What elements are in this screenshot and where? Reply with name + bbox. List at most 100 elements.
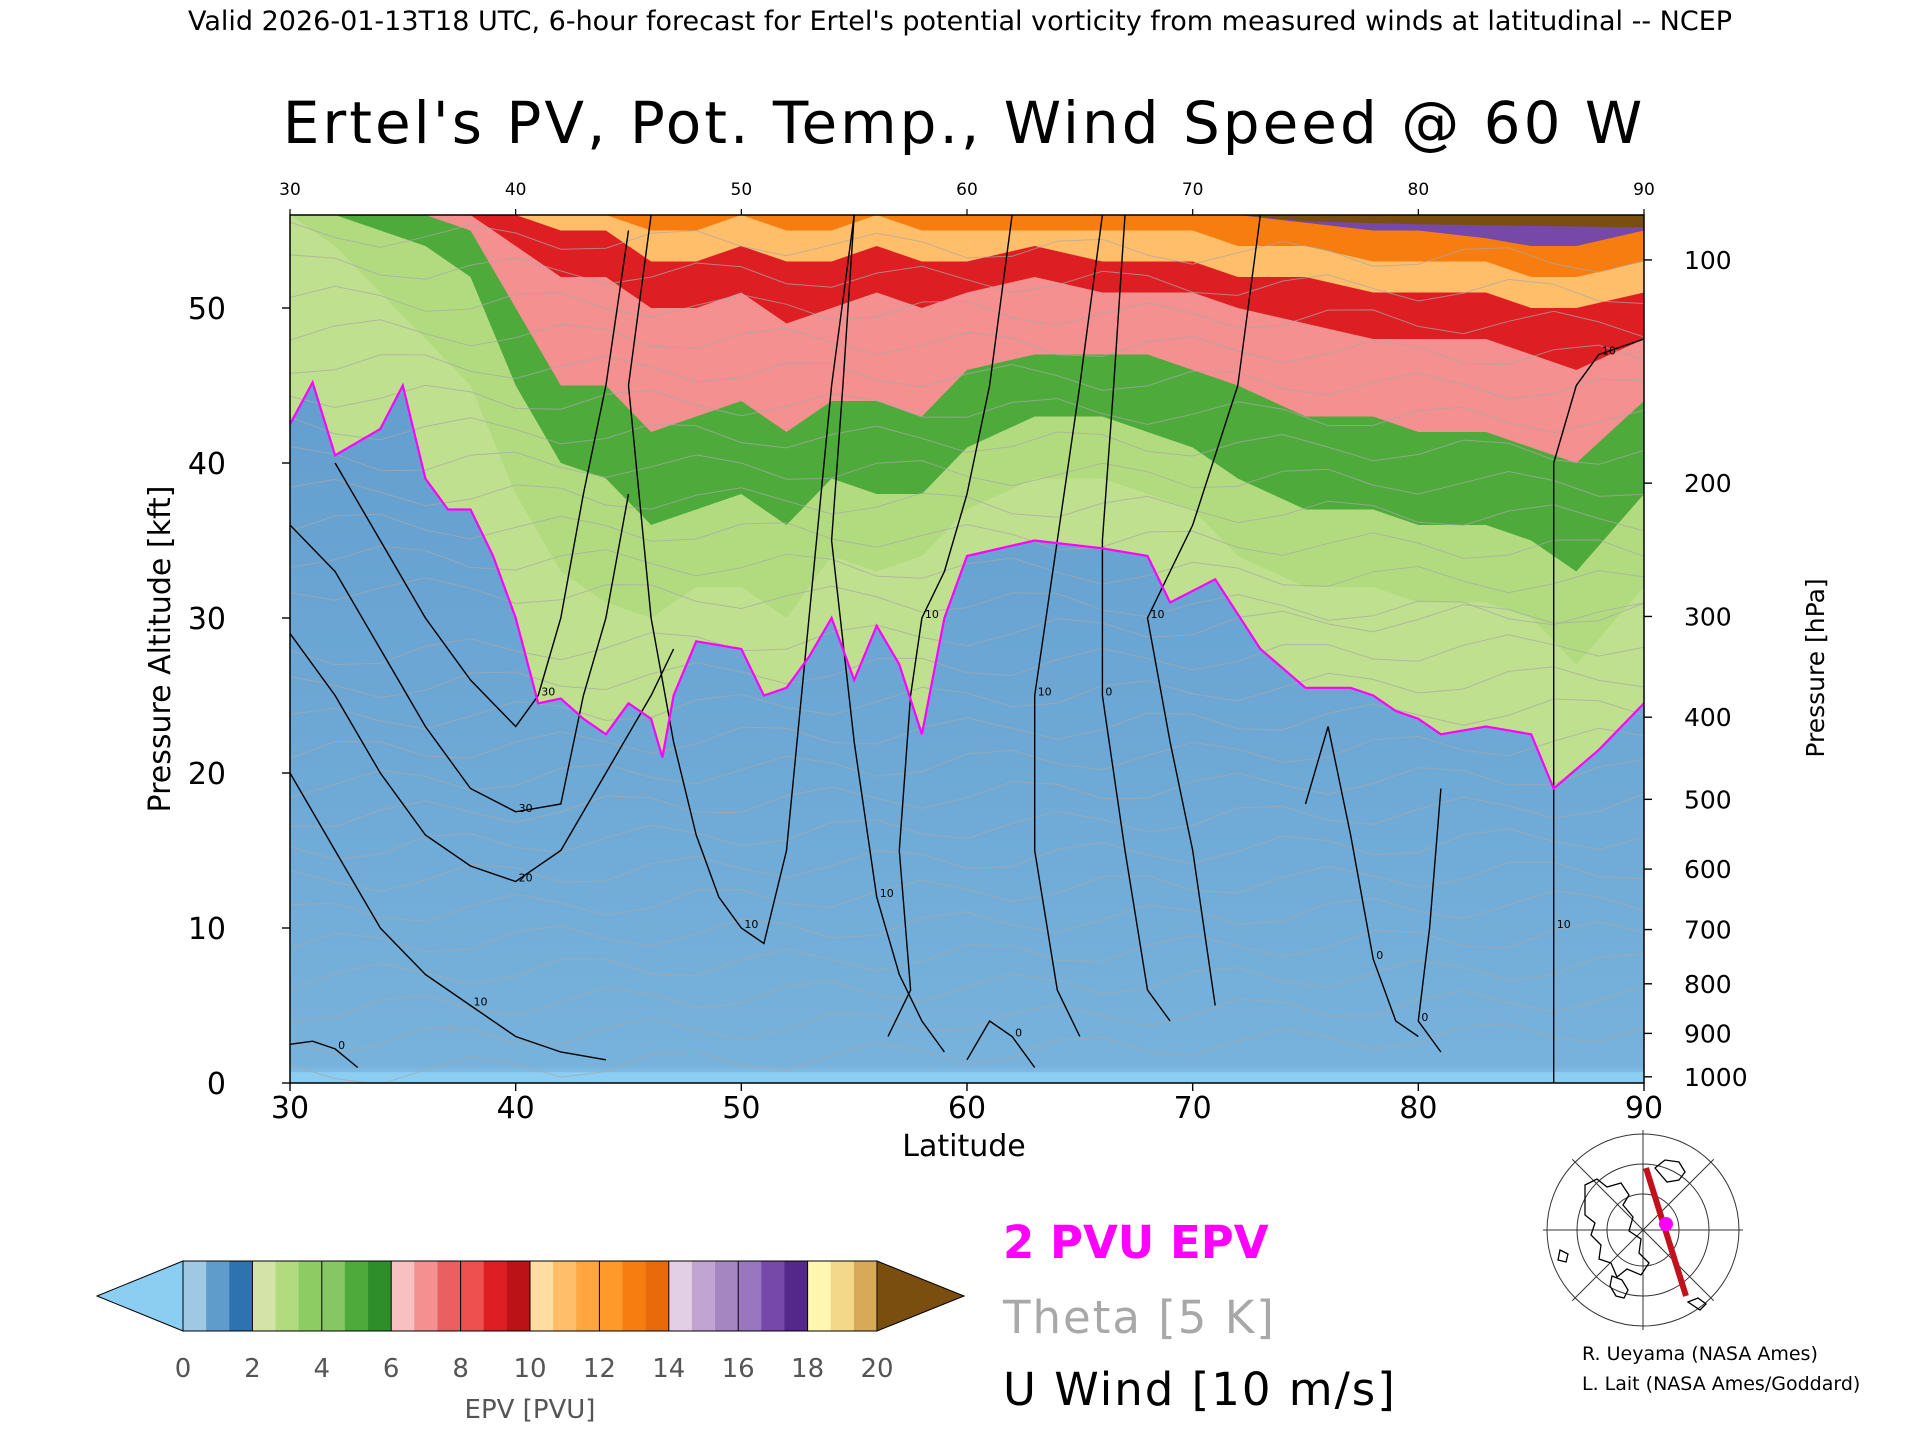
u-wind-contour: [887, 215, 1013, 1037]
theta-line: [290, 285, 1644, 338]
u-wind-contour-label: 10: [925, 608, 939, 621]
u-wind-contour-label: 10: [744, 918, 758, 931]
colorbar-swatch: [761, 1261, 785, 1331]
x-tick-label: 60: [948, 1091, 986, 1126]
colorbar-swatch: [368, 1261, 392, 1331]
colorbar-label: EPV [PVU]: [465, 1395, 596, 1425]
tropopause-2pvu-line: [290, 379, 1644, 791]
x-top-tick-label: 70: [1182, 180, 1204, 200]
y2-tick-label: 900: [1684, 1019, 1732, 1048]
y2-tick-label: 700: [1684, 916, 1732, 945]
theta-line: [290, 890, 1644, 953]
theta-line: [290, 513, 1644, 559]
u-wind-contour-label: 30: [541, 686, 555, 699]
u-wind-contour: [966, 1019, 1036, 1068]
colorbar-tick-label: 10: [513, 1354, 546, 1384]
pv-field-under: [290, 1072, 1644, 1083]
x-top-tick-label: 60: [956, 180, 978, 200]
map-track: [1643, 1167, 1689, 1297]
theta-line: [290, 984, 1644, 1055]
theta-line: [290, 921, 1644, 991]
x-top-tick-label: 50: [731, 180, 753, 200]
colorbar-swatch: [506, 1261, 531, 1331]
legend-uwind: U Wind [10 m/s]: [1003, 1363, 1397, 1416]
colorbar-tick-label: 12: [583, 1354, 616, 1384]
x-axis-bottom: 30 40 50 60 70 80 90: [271, 1083, 1663, 1126]
u-wind-contour-label: 0: [1376, 949, 1383, 962]
theta-line: [290, 254, 1644, 304]
x-axis-top: 30 40 50 60 70 80 90: [279, 180, 1655, 215]
y-axis-right: 100 200 300 400 500 600 700 800 900 1000: [1644, 246, 1748, 1092]
theta-line: [290, 545, 1644, 594]
x-tick-label: 70: [1174, 1091, 1212, 1126]
u-wind-contour: [1101, 215, 1171, 1022]
u-wind-contour-label: 10: [1038, 686, 1052, 699]
y-tick-label: 30: [188, 602, 226, 637]
colorbar-swatch: [715, 1261, 739, 1331]
x-tick-label: 40: [497, 1091, 535, 1126]
u-wind-contour: [1417, 788, 1442, 1053]
theta-line: [290, 416, 1644, 465]
theta-line: [290, 221, 1644, 273]
u-wind-contour-label: 20: [519, 872, 533, 885]
u-wind-contours: 30 30 20 10 0 10 10 0 10 10 0 10 0 0 10 10: [290, 215, 1644, 1083]
colorbar-tick-label: 4: [314, 1354, 331, 1384]
theta-line: [290, 698, 1644, 759]
theta-contours: [290, 221, 1644, 1083]
y-tick-label: 20: [188, 757, 226, 792]
pv-field-over: [290, 215, 1644, 228]
theta-line: [290, 861, 1644, 922]
legend-theta: Theta [5 K]: [1002, 1291, 1276, 1344]
map-marker: [1659, 1217, 1673, 1231]
credit-line-1: R. Ueyama (NASA Ames): [1582, 1343, 1818, 1365]
u-wind-contour: [1304, 726, 1419, 1038]
theta-line: [290, 758, 1644, 828]
u-wind-contour-label: 30: [519, 802, 533, 815]
theta-line: [290, 384, 1644, 434]
credit-line-2: L. Lait (NASA Ames/Goddard): [1582, 1373, 1860, 1395]
colorbar-swatch: [738, 1261, 762, 1331]
y2-tick-label: 500: [1684, 785, 1732, 814]
u-wind-contour: [1553, 338, 1644, 464]
colorbar-under-triangle: [95, 1260, 184, 1332]
tropopause-2pvu-path: [290, 379, 1644, 791]
colorbar-swatch: [437, 1261, 462, 1331]
colorbar-tick-label: 18: [791, 1354, 824, 1384]
colorbar-swatch: [622, 1261, 647, 1331]
colorbar-swatch: [483, 1261, 508, 1331]
y2-tick-label: 800: [1684, 970, 1732, 999]
u-wind-contour: [290, 493, 630, 813]
colorbar-swatch: [321, 1261, 346, 1331]
colorbar-swatch: [691, 1261, 716, 1331]
x-tick-label: 50: [722, 1091, 760, 1126]
x-top-tick-label: 90: [1633, 180, 1655, 200]
colorbar-over-triangle: [876, 1260, 966, 1332]
x-axis-label: Latitude: [902, 1129, 1025, 1164]
u-wind-contour: [290, 1040, 359, 1069]
colorbar-swatch: [229, 1261, 253, 1331]
colorbar-frame: [182, 1260, 878, 1332]
y-axis-left: 0 10 20 30 40 50: [188, 292, 290, 1102]
y2-axis-label: Pressure [hPa]: [1801, 578, 1830, 757]
theta-line: [290, 478, 1644, 532]
u-wind-contour-label: 10: [880, 887, 894, 900]
y2-tick-label: 300: [1684, 602, 1732, 631]
theta-line: [290, 354, 1644, 400]
legend-2pvu: 2 PVU EPV: [1003, 1216, 1269, 1269]
x-tick-label: 80: [1399, 1091, 1437, 1126]
theta-line: [290, 828, 1644, 892]
theta-line: [290, 953, 1644, 1022]
colorbar-swatch: [206, 1261, 230, 1331]
colorbar-swatch: [275, 1261, 300, 1331]
y-tick-label: 0: [207, 1067, 226, 1102]
colorbar-swatch: [553, 1261, 577, 1331]
u-wind-contour-label: 0: [1105, 686, 1112, 699]
x-tick-label: 90: [1625, 1091, 1663, 1126]
colorbar-swatch: [298, 1261, 323, 1331]
colorbar-swatch: [645, 1261, 670, 1331]
u-wind-contour-label: 10: [1602, 345, 1616, 358]
theta-line: [290, 634, 1644, 699]
plot-area: 30 30 20 10 0 10 10 0 10 10 0 10 0 0 10 10: [289, 214, 1645, 1084]
y2-tick-label: 400: [1684, 703, 1732, 732]
y2-tick-label: 600: [1684, 855, 1732, 884]
